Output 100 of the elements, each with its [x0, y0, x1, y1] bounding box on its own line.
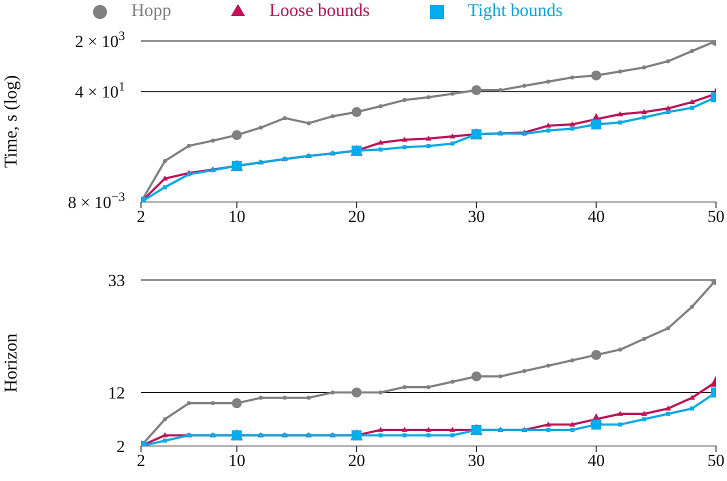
x-tick-label: 40 [588, 207, 605, 226]
point [402, 426, 408, 432]
point [498, 374, 502, 378]
point [162, 176, 168, 181]
point [618, 422, 622, 427]
x-tick-label: 2 [136, 207, 146, 226]
point [162, 158, 167, 163]
point [546, 80, 550, 84]
point [618, 69, 622, 74]
point [642, 65, 646, 70]
point [450, 433, 454, 438]
x-tick-label: 50 [708, 451, 724, 470]
x-tick-label: 40 [588, 451, 605, 470]
point [617, 410, 624, 416]
point [617, 111, 624, 116]
y-tick-label: 12 [108, 383, 125, 402]
point [569, 121, 576, 126]
point [569, 422, 576, 427]
legend-label: Hopp [131, 0, 172, 20]
point [690, 49, 694, 54]
point [545, 422, 552, 427]
point [570, 428, 574, 432]
y-tick-label: 2 [116, 437, 125, 456]
point [330, 114, 335, 118]
point [258, 126, 263, 130]
point [450, 92, 454, 96]
point [378, 104, 383, 108]
point [186, 401, 191, 406]
point [666, 59, 670, 64]
legend-label: Loose bounds [269, 0, 370, 20]
point [642, 115, 646, 120]
y-tick-label: 33 [108, 271, 125, 290]
point [210, 138, 215, 143]
point [666, 110, 670, 114]
point [402, 433, 407, 438]
x-tick-label: 10 [228, 207, 246, 226]
point [690, 406, 694, 411]
x-tick-label: 30 [468, 451, 485, 470]
x-tick-label: 20 [348, 451, 366, 470]
point [522, 84, 526, 88]
point [402, 385, 407, 390]
point [689, 99, 696, 104]
y-axis-title: Time, s (log) [0, 75, 20, 168]
point [426, 385, 430, 390]
x-tick-label: 50 [708, 207, 724, 226]
point [258, 396, 263, 400]
y-tick-label: 4 × 10$^{1}$ [75, 80, 125, 102]
point [666, 326, 670, 330]
point [402, 136, 408, 142]
point [162, 438, 167, 443]
x-tick-label: 2 [136, 451, 146, 470]
point [570, 75, 574, 80]
point [642, 336, 646, 341]
point [546, 364, 550, 368]
point [378, 140, 384, 145]
point [426, 433, 430, 438]
point [282, 116, 287, 120]
point [546, 128, 550, 132]
point [378, 148, 383, 152]
y-axis-title: Horizon [0, 334, 20, 392]
point [498, 88, 502, 92]
point [570, 358, 574, 362]
point [545, 122, 552, 128]
point [450, 142, 454, 146]
point [690, 106, 694, 110]
point [162, 417, 167, 422]
point [426, 144, 430, 148]
point [689, 394, 696, 400]
point [570, 126, 574, 131]
point [641, 410, 648, 416]
point [210, 401, 215, 406]
x-tick-label: 10 [228, 451, 246, 470]
legend-label: Tight bounds [468, 0, 563, 20]
point [665, 406, 672, 411]
point [641, 109, 648, 114]
point [690, 304, 694, 309]
point [666, 412, 670, 416]
point [306, 396, 311, 400]
point [186, 144, 191, 148]
point [282, 396, 287, 400]
y-tick-label: 8 × 10$^{−3}$ [68, 190, 125, 212]
point [378, 390, 383, 394]
point [449, 133, 456, 138]
point [665, 105, 672, 110]
point [450, 380, 454, 384]
point [642, 417, 646, 422]
y-tick-label: 2 × 10$^{3}$ [75, 29, 125, 51]
point [402, 145, 407, 150]
point [162, 185, 167, 190]
point [546, 428, 550, 432]
point [378, 433, 383, 438]
point [330, 390, 335, 394]
point [426, 95, 430, 100]
x-tick-label: 20 [348, 207, 366, 226]
point [426, 426, 432, 432]
point [426, 136, 432, 141]
point [402, 98, 407, 102]
point [306, 121, 311, 126]
point [618, 120, 622, 125]
x-tick-label: 30 [468, 207, 485, 226]
